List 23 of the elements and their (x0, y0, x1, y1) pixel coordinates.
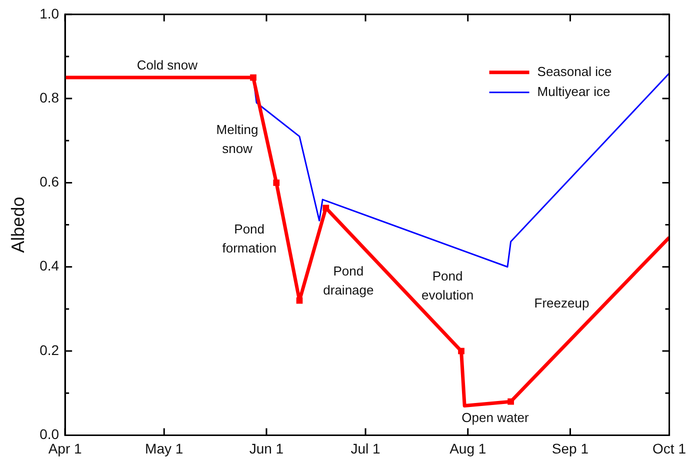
x-tick-label: May 1 (145, 440, 184, 456)
y-tick-label: 0.4 (40, 258, 60, 274)
y-axis-title: Albedo (8, 196, 28, 253)
annotation: Open water (462, 410, 530, 425)
legend-label: Multiyear ice (537, 84, 610, 99)
y-tick-label: 0.6 (40, 174, 60, 190)
annotation: Pond formation (222, 222, 276, 256)
annotation: Cold snow (136, 57, 198, 72)
legend-label: Seasonal ice (537, 64, 612, 79)
x-tick-label: Oct 1 (652, 440, 686, 456)
y-tick-label: 0.2 (40, 342, 60, 358)
y-tick-label: 0.8 (40, 89, 60, 106)
y-tick-label: 0.0 (40, 426, 60, 442)
y-tick-label: 1.0 (40, 5, 60, 22)
x-tick-label: Apr 1 (48, 440, 82, 456)
x-tick-label: Sep 1 (552, 440, 589, 456)
x-tick-label: Jun 1 (249, 440, 284, 456)
annotation: Pond evolution (422, 268, 474, 302)
annotation: Pond drainage (323, 263, 374, 298)
x-tick-label: Jul 1 (350, 440, 381, 456)
annotation: Melting snow (216, 122, 258, 156)
x-tick-label: Aug 1 (450, 440, 486, 456)
annotation: Freezeup (534, 295, 590, 310)
